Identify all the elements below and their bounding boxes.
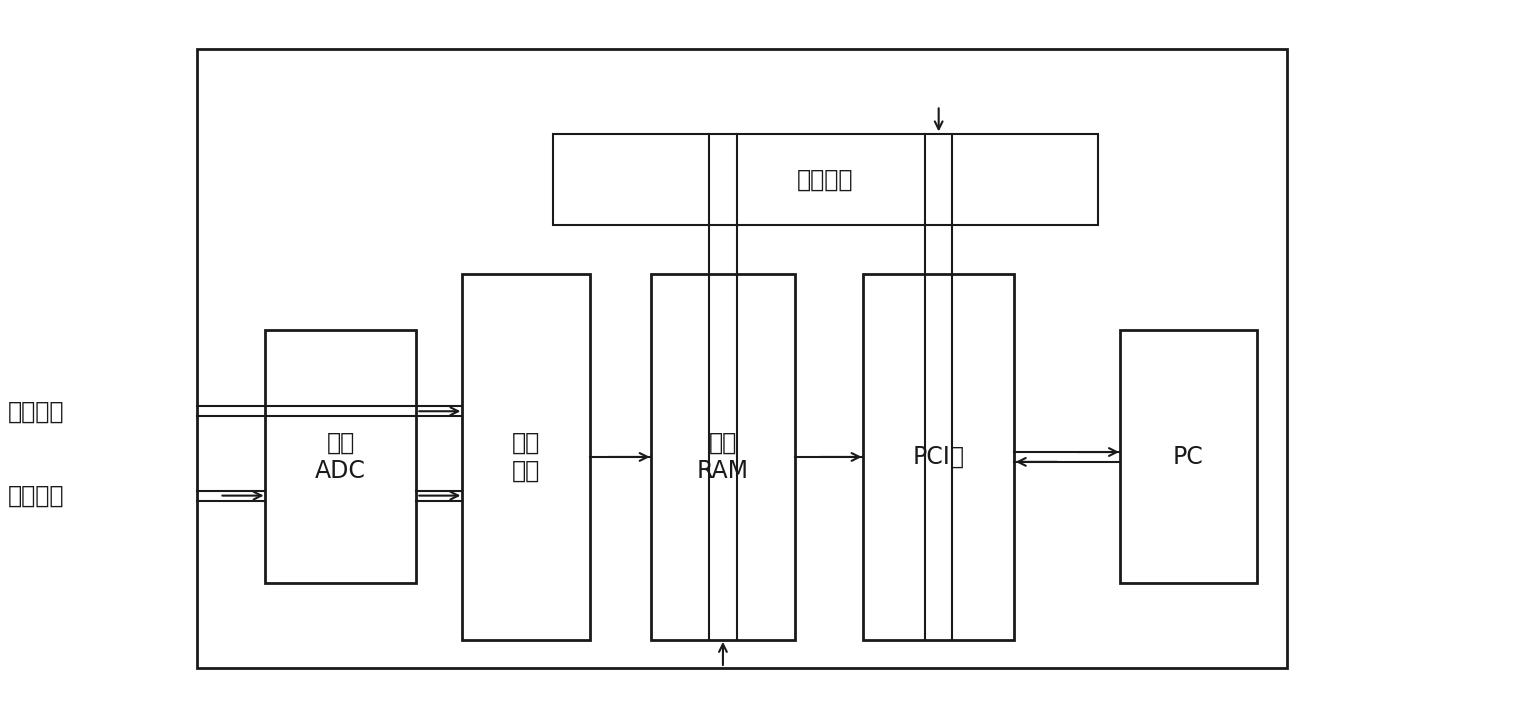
Bar <box>1120 330 1257 583</box>
Text: 模拟信号: 模拟信号 <box>8 484 64 508</box>
Text: 高速
ADC: 高速 ADC <box>315 431 366 483</box>
Bar <box>553 134 1098 225</box>
Text: PCI桥: PCI桥 <box>913 445 964 469</box>
Bar <box>265 330 416 583</box>
Text: 通道
选择: 通道 选择 <box>512 431 540 483</box>
Bar <box>197 49 1287 668</box>
Bar <box>462 274 590 640</box>
Text: 数字信号: 数字信号 <box>8 399 64 423</box>
Text: 控制逻辑: 控制逻辑 <box>796 167 854 191</box>
Text: PC: PC <box>1173 445 1204 469</box>
Bar <box>863 274 1014 640</box>
Bar <box>651 274 795 640</box>
Text: 缓冲
RAM: 缓冲 RAM <box>696 431 749 483</box>
